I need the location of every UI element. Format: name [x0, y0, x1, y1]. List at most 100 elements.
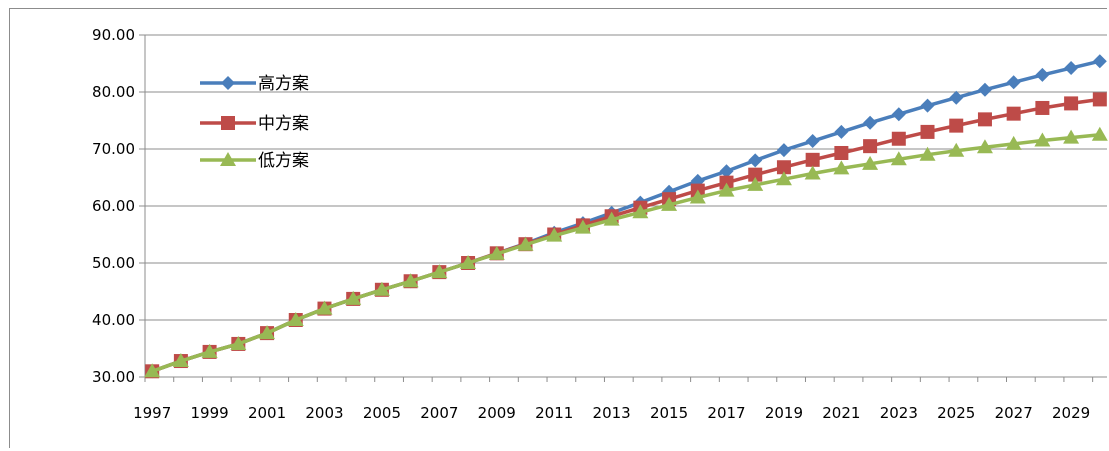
data-point-square: [1092, 92, 1107, 107]
data-point-triangle: [1063, 129, 1080, 144]
data-point-diamond: [891, 107, 906, 122]
series-line: [151, 97, 1101, 373]
x-tick-label: 2001: [248, 404, 286, 422]
data-point-triangle: [345, 290, 362, 305]
data-point-diamond: [977, 82, 992, 97]
data-point-triangle: [402, 273, 419, 288]
data-point-square: [1035, 100, 1050, 115]
data-point-triangle: [833, 160, 850, 175]
x-tick-label: 2015: [650, 404, 688, 422]
data-point-diamond: [221, 76, 235, 90]
data-point-triangle: [230, 335, 247, 350]
data-point-triangle: [718, 182, 735, 197]
data-point-square: [920, 124, 935, 139]
data-point-triangle: [948, 142, 965, 157]
data-point-triangle: [804, 165, 821, 180]
data-point-diamond: [949, 90, 964, 105]
data-point-triangle: [431, 264, 448, 279]
data-point-triangle: [919, 146, 936, 161]
y-tick-label: 90.00: [92, 26, 135, 44]
x-tick-label: 1997: [133, 404, 171, 422]
data-point-triangle: [689, 189, 706, 204]
y-tick-label: 30.00: [92, 368, 135, 386]
data-point-diamond: [776, 143, 791, 158]
data-point-triangle: [747, 176, 764, 191]
data-point-triangle: [316, 300, 333, 315]
x-tick-label: 1999: [191, 404, 229, 422]
data-point-triangle: [632, 204, 649, 219]
data-point-triangle: [775, 171, 792, 186]
data-point-triangle: [373, 281, 390, 296]
x-tick-label: 2021: [822, 404, 860, 422]
x-tick-label: 2025: [937, 404, 975, 422]
data-point-triangle: [172, 353, 189, 368]
data-point-triangle: [517, 236, 534, 251]
x-tick-label: 2003: [305, 404, 343, 422]
data-point-square: [221, 116, 235, 130]
data-point-diamond: [748, 153, 763, 168]
y-tick-label: 70.00: [92, 140, 135, 158]
data-point-square: [834, 145, 849, 160]
data-point-square: [805, 152, 820, 167]
data-point-diamond: [834, 124, 849, 139]
x-tick-label: 2005: [363, 404, 401, 422]
x-tick-label: 2027: [995, 404, 1033, 422]
data-point-diamond: [863, 115, 878, 130]
data-point-square: [863, 139, 878, 154]
data-point-square: [776, 160, 791, 175]
data-point-diamond: [805, 134, 820, 149]
x-tick-label: 2023: [880, 404, 918, 422]
data-point-triangle: [144, 363, 161, 378]
data-point-square: [891, 131, 906, 146]
data-point-diamond: [1035, 67, 1050, 82]
data-point-diamond: [1006, 75, 1021, 90]
series-square: [145, 92, 1107, 379]
x-tick-label: 2009: [478, 404, 516, 422]
series-triangle: [144, 126, 1108, 378]
y-tick-label: 50.00: [92, 254, 135, 272]
chart-frame: [9, 8, 1107, 448]
legend-item: 中方案: [200, 114, 309, 134]
y-tick-label: 60.00: [92, 197, 135, 215]
axes: 30.00 40.00 50.00 60.00 70.00 80.00 90.00 1997 1…: [92, 26, 1107, 422]
data-point-diamond: [719, 164, 734, 179]
data-point-triangle: [862, 155, 879, 170]
x-tick-label: 2011: [535, 404, 573, 422]
data-point-triangle: [1034, 132, 1051, 147]
data-point-triangle: [603, 211, 620, 226]
series-lines: [144, 54, 1108, 379]
x-tick-label: 2019: [765, 404, 803, 422]
data-point-diamond: [1064, 61, 1079, 76]
data-point-square: [949, 118, 964, 133]
data-point-square: [1006, 106, 1021, 121]
data-point-triangle: [488, 245, 505, 260]
y-tick-label: 40.00: [92, 311, 135, 329]
data-point-triangle: [890, 151, 907, 166]
x-tick-label: 2029: [1052, 404, 1090, 422]
legend-label: 高方案: [258, 74, 309, 94]
data-point-triangle: [661, 196, 678, 211]
data-point-triangle: [546, 227, 563, 242]
data-point-triangle: [1091, 126, 1108, 141]
data-point-triangle: [287, 312, 304, 326]
data-point-triangle: [220, 152, 236, 166]
series-line: [151, 133, 1100, 373]
legend-label: 中方案: [258, 114, 309, 134]
data-point-triangle: [976, 139, 993, 154]
data-point-square: [748, 167, 763, 182]
legend-label: 低方案: [258, 151, 309, 171]
x-tick-label: 2007: [420, 404, 458, 422]
data-point-square: [977, 112, 992, 127]
data-point-triangle: [201, 343, 218, 358]
legend-item: 高方案: [200, 74, 309, 94]
data-point-diamond: [1092, 54, 1107, 69]
x-tick-label: 2013: [593, 404, 631, 422]
data-point-triangle: [460, 255, 477, 269]
legend-item: 低方案: [200, 151, 309, 171]
data-point-square: [1064, 96, 1079, 111]
y-tick-label: 80.00: [92, 83, 135, 101]
data-point-triangle: [574, 219, 591, 234]
data-point-triangle: [1005, 135, 1022, 150]
